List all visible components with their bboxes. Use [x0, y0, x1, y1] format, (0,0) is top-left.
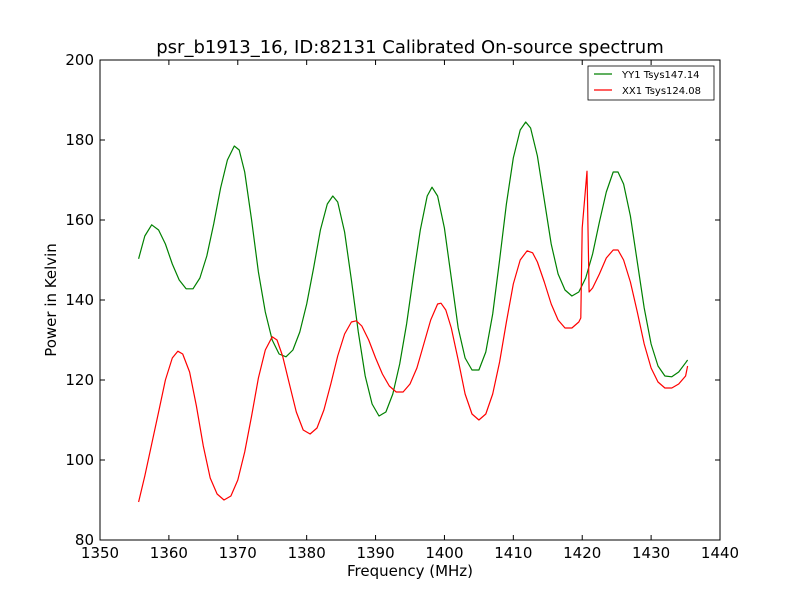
legend-box — [587, 65, 715, 101]
y-axis-title: Power in Kelvin — [42, 243, 60, 357]
x-tick-label: 1440 — [701, 544, 739, 562]
x-tick-label: 1380 — [288, 544, 326, 562]
series-line-0 — [138, 121, 689, 417]
x-tick-label: 1400 — [425, 544, 463, 562]
x-tick-label: 1390 — [356, 544, 394, 562]
y-tick-label: 120 — [65, 371, 94, 389]
legend: YY1 Tsys147.14 XX1 Tsys124.08 — [587, 65, 715, 101]
x-axis-ticks: 1350 1360 1370 1380 1390 1400 1410 1420 1430 1440 — [81, 60, 739, 562]
y-tick-label: 140 — [65, 291, 94, 309]
x-tick-label: 1360 — [150, 544, 188, 562]
x-tick-label: 1350 — [81, 544, 119, 562]
x-axis-title: Frequency (MHz) — [347, 562, 473, 580]
y-tick-label: 160 — [65, 211, 94, 229]
y-tick-label: 100 — [65, 451, 94, 469]
y-axis-ticks: 80 100 120 140 160 180 200 — [65, 51, 720, 549]
series-line-1 — [138, 170, 689, 503]
x-tick-label: 1420 — [563, 544, 601, 562]
chart-title: psr_b1913_16, ID:82131 Calibrated On-sou… — [156, 37, 663, 58]
x-tick-label: 1430 — [632, 544, 670, 562]
y-tick-label: 80 — [75, 531, 94, 549]
y-tick-label: 180 — [65, 131, 94, 149]
x-tick-label: 1370 — [219, 544, 257, 562]
legend-label-xx1: XX1 Tsys124.08 — [622, 86, 701, 97]
legend-label-yy1: YY1 Tsys147.14 — [621, 70, 700, 81]
series-layer — [138, 121, 689, 503]
y-tick-label: 200 — [65, 51, 94, 69]
x-tick-label: 1410 — [494, 544, 532, 562]
